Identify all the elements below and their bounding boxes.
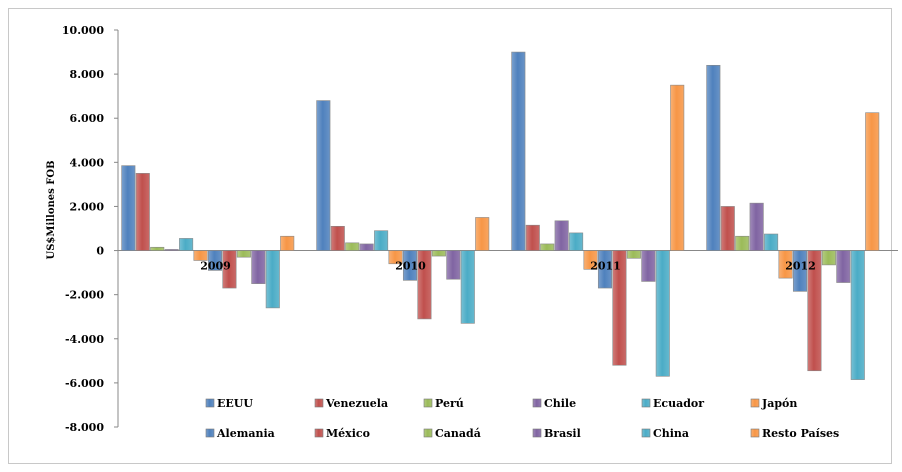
bar-peru-2010 xyxy=(345,242,360,251)
legend-swatch-brasil xyxy=(532,428,542,438)
bar-japon-2011 xyxy=(583,250,598,270)
y-tick-label: -6.000 xyxy=(65,377,104,390)
bar-venezuela-2011 xyxy=(525,224,540,251)
bar-mexico-2009 xyxy=(222,250,237,289)
bar-alemania-2010 xyxy=(402,250,418,281)
bar-resto-paises-2012 xyxy=(865,112,880,251)
bar-mexico-2010 xyxy=(417,250,432,320)
bar-chile-2010 xyxy=(359,243,374,251)
y-tick-label: 4.000 xyxy=(70,156,105,169)
bar-alemania-2011 xyxy=(597,250,613,289)
legend-swatch-china xyxy=(641,428,651,438)
y-tick-label: -8.000 xyxy=(65,421,104,434)
x-tick-label-2010: 2010 xyxy=(395,260,426,273)
bar-brasil-2011 xyxy=(641,250,656,282)
bar-canada-2009 xyxy=(236,250,251,258)
legend-swatch-alemania xyxy=(205,428,215,438)
bar-china-2009 xyxy=(265,250,280,309)
y-tick-label: -2.000 xyxy=(65,289,104,302)
bar-canada-2010 xyxy=(431,250,446,257)
bar-venezuela-2009 xyxy=(135,173,150,251)
bar-eeuu-2012 xyxy=(706,64,721,251)
legend-swatch-resto-paises xyxy=(750,428,760,438)
legend-label-alemania: Alemania xyxy=(216,427,275,440)
legend-swatch-ecuador xyxy=(641,398,651,408)
bar-alemania-2012 xyxy=(792,250,808,292)
legend-swatch-mexico xyxy=(314,428,324,438)
legend-swatch-peru xyxy=(423,398,433,408)
legend-swatch-venezuela xyxy=(314,398,324,408)
y-tick-label: 0 xyxy=(96,245,104,258)
y-tick-label: 10.000 xyxy=(62,24,104,37)
x-tick-label-2012: 2012 xyxy=(785,260,816,273)
bar-eeuu-2010 xyxy=(316,100,331,251)
y-tick-label: 6.000 xyxy=(70,112,105,125)
x-tick-label-2009: 2009 xyxy=(200,260,231,273)
bar-ecuador-2009 xyxy=(179,238,194,251)
bar-brasil-2012 xyxy=(836,250,851,283)
legend-label-canada: Canadá xyxy=(435,427,481,440)
x-tick-label-2011: 2011 xyxy=(590,260,621,273)
legend-swatch-canada xyxy=(423,428,433,438)
bar-peru-2009 xyxy=(150,246,165,251)
y-tick-label: -4.000 xyxy=(65,333,104,346)
legend-swatch-chile xyxy=(532,398,542,408)
bar-resto-paises-2010 xyxy=(475,217,490,251)
y-tick-label: 2.000 xyxy=(70,200,105,213)
legend-label-ecuador: Ecuador xyxy=(653,397,704,410)
y-axis-label: US$Millones FOB xyxy=(46,160,57,259)
legend-label-brasil: Brasil xyxy=(544,427,581,440)
legend-label-venezuela: Venezuela xyxy=(325,397,388,410)
legend-label-peru: Perú xyxy=(435,397,464,410)
legend-label-resto-paises: Resto Países xyxy=(762,427,839,440)
bar-china-2012 xyxy=(850,250,865,380)
bar-eeuu-2009 xyxy=(121,165,136,251)
bar-mexico-2012 xyxy=(807,250,822,372)
bar-china-2011 xyxy=(655,250,670,377)
legend-swatch-eeuu xyxy=(205,398,215,408)
legend-label-japon: Japón xyxy=(761,397,797,410)
bar-japon-2012 xyxy=(778,250,793,279)
bar-japon-2009 xyxy=(193,250,208,261)
legend-label-mexico: México xyxy=(326,427,370,440)
legend-label-eeuu: EEUU xyxy=(217,397,253,410)
bar-china-2010 xyxy=(460,250,475,324)
bar-peru-2012 xyxy=(735,235,750,251)
bar-canada-2012 xyxy=(821,250,836,266)
bar-brasil-2009 xyxy=(251,250,266,284)
bar-resto-paises-2009 xyxy=(280,235,295,251)
bar-canada-2011 xyxy=(626,250,641,259)
bar-venezuela-2012 xyxy=(720,206,735,251)
y-tick-label: 8.000 xyxy=(70,68,105,81)
legend-swatch-japon xyxy=(750,398,760,408)
legend-label-china: China xyxy=(653,427,689,440)
bar-eeuu-2011 xyxy=(511,51,526,251)
bar-chile-2009 xyxy=(164,249,179,251)
bar-chile-2012 xyxy=(749,202,764,251)
bar-ecuador-2010 xyxy=(374,230,389,251)
bar-alemania-2009 xyxy=(207,250,223,271)
bar-brasil-2010 xyxy=(446,250,461,280)
bar-resto-paises-2011 xyxy=(670,84,685,251)
legend-label-chile: Chile xyxy=(544,397,576,410)
bar-japon-2010 xyxy=(388,250,403,265)
bar-venezuela-2010 xyxy=(330,225,345,251)
bar-peru-2011 xyxy=(540,243,555,251)
bar-ecuador-2012 xyxy=(764,233,779,251)
bar-chile-2011 xyxy=(554,220,569,251)
bar-mexico-2011 xyxy=(612,250,627,366)
bar-ecuador-2011 xyxy=(569,232,584,251)
